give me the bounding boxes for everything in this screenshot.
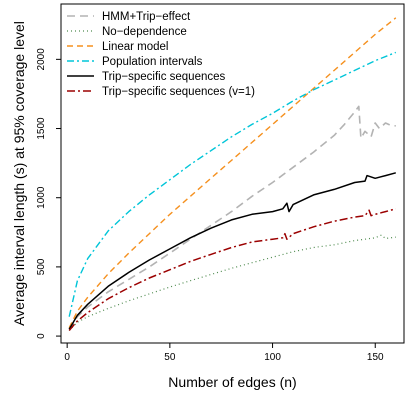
x-tick-label: 0: [64, 352, 70, 363]
legend-label: HMM+Trip−effect: [102, 11, 191, 23]
series-layer: [68, 17, 397, 331]
x-axis-title: Number of edges (n): [168, 374, 296, 390]
series-line-1: [68, 234, 396, 331]
series-line-0: [68, 105, 396, 330]
plot-frame: [60, 3, 405, 344]
x-axis: 0 50 100 150: [64, 343, 384, 363]
y-tick-label: 1500: [36, 117, 47, 140]
legend-label: Linear model: [102, 41, 168, 53]
legend: HMM+Trip−effect No−dependence Linear model…: [67, 11, 255, 98]
legend-label: Population intervals: [102, 56, 203, 68]
legend-label: Trip−specific sequences (v=1): [102, 86, 255, 98]
plot-area: [60, 3, 405, 344]
y-tick-label: 1000: [36, 186, 47, 209]
y-tick-label: 2000: [36, 48, 47, 71]
x-tick-label: 100: [264, 352, 281, 363]
y-axis-title: Average interval length (s) at 95% cover…: [11, 21, 27, 326]
series-line-3: [68, 51, 397, 317]
y-tick-label: 500: [36, 258, 47, 275]
x-tick-label: 150: [367, 352, 384, 363]
y-axis: 0 500 1000 1500 2000: [36, 48, 61, 339]
y-tick-label: 0: [36, 333, 47, 339]
series-line-4: [68, 172, 396, 330]
series-line-5: [68, 208, 396, 331]
x-tick-label: 50: [164, 352, 176, 363]
legend-label: Trip−specific sequences: [102, 71, 226, 83]
legend-label: No−dependence: [102, 26, 187, 38]
series-line-2: [68, 17, 397, 329]
